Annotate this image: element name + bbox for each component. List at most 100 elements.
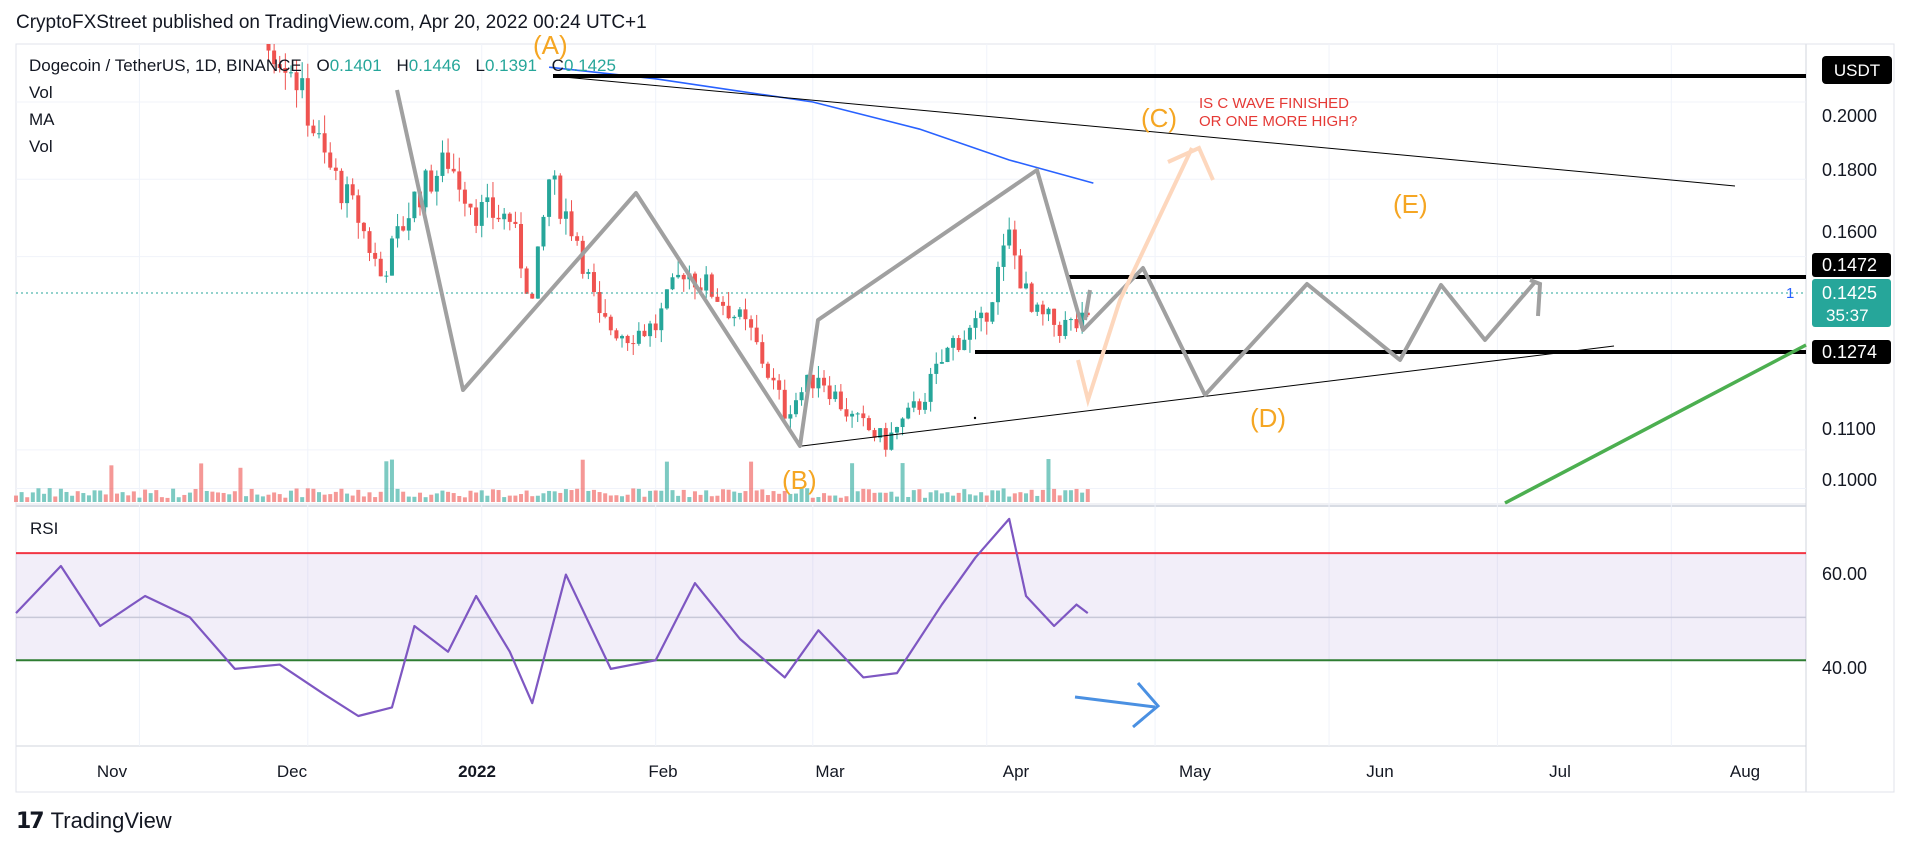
candle-body [300,78,305,91]
candle-body [266,44,271,51]
volume-bar [547,490,552,502]
candle-body [754,327,759,343]
tradingview-brand: TradingView [50,808,172,833]
symbol-legend[interactable]: Dogecoin / TetherUS, 1D, BINANCE O0.1401… [29,56,616,76]
volume-bar [945,492,950,502]
countdown-badge: 35:37 [1826,306,1869,325]
candle-body [967,327,972,340]
tradingview-logo[interactable]: 17 TradingView [16,808,172,834]
volume-bar [384,461,389,502]
candle-body [883,428,888,450]
time-tick: Mar [815,762,845,781]
volume-bar [934,490,939,502]
symbol-name[interactable]: Dogecoin / TetherUS, 1D, BINANCE [29,56,302,75]
volume-bar [788,493,793,502]
volume-bar [883,492,888,502]
volume-bar [429,494,434,502]
candle-body [423,170,428,208]
candle-body [535,246,540,299]
volume-bar [148,493,153,502]
volume-bar [446,491,451,502]
candle-body [502,213,507,220]
volume-bar [109,465,114,502]
volume-bar [889,491,894,502]
candle-body [704,274,709,291]
volume-bar [1052,488,1057,502]
study-legend-ma[interactable]: MA [29,110,55,129]
candle-body [945,347,950,363]
volume-bar [917,489,922,502]
volume-bar [401,491,406,502]
volume-bar [732,491,737,502]
open-label: O [316,56,330,75]
volume-bar [866,489,871,502]
candle-body [990,302,995,322]
currency-badge[interactable]: USDT [1834,61,1880,80]
close-label: C [551,56,564,75]
candle-body [1007,229,1012,246]
volume-bar [541,493,546,502]
volume-bar [137,497,142,502]
volume-bar [513,495,518,502]
volume-bar [878,492,883,502]
candle-body [816,377,821,389]
volume-bar [653,490,658,502]
volume-bar [894,496,899,502]
candle-body [928,373,933,402]
volume-bar [625,494,630,502]
volume-bar [182,494,187,502]
volume-bar [793,493,798,502]
volume-bar [1068,490,1073,502]
ma-series-line [548,66,1094,184]
volume-bar [1001,488,1006,502]
volume-bar [754,490,759,502]
volume-bar [692,491,697,502]
candle-body [889,432,894,450]
candle-body [788,414,793,419]
volume-bar [19,492,24,502]
volume-bar [743,491,748,502]
volume-bar [1007,496,1012,502]
candle-body [367,231,372,253]
volume-bar [698,494,703,502]
volume-bar [283,497,288,502]
volume-bar [535,495,540,502]
volume-bar [373,497,378,502]
low-label: L [475,56,485,75]
volume-bar [956,492,961,502]
volume-bar [502,497,507,502]
volume-bar [530,496,535,502]
volume-bar [474,492,479,502]
volume-bar [552,491,557,502]
volume-bar [507,495,512,502]
candle-body [328,152,333,168]
candle-body [575,236,580,241]
candle-body [664,289,669,309]
candles [266,44,1090,457]
candle-body [356,195,361,223]
wave-label-a: (A) [533,30,568,60]
volume-bar [126,495,131,502]
time-tick: 2022 [458,762,496,781]
candle-body [822,377,827,386]
volume-bar [260,496,265,502]
candle-body [934,363,939,374]
study-legend-volume-2[interactable]: Vol [29,137,53,156]
volume-bar [636,488,641,502]
candle-body [586,272,591,274]
study-legend-volume[interactable]: Vol [29,83,53,102]
ma-line [548,66,1094,184]
candle-body [995,266,1000,303]
volume-bar [951,495,956,502]
candle-body [1018,255,1023,289]
volume-bar [53,496,58,502]
rsi-arrowhead-icon [1132,682,1161,729]
volume-bar [749,461,754,502]
volume-bar [339,488,344,502]
price-tick: 0.1100 [1822,419,1876,439]
time-tick: Feb [648,762,677,781]
volume-bar [979,492,984,502]
candle-body [676,274,681,278]
currency-badge-bg[interactable] [1822,56,1892,84]
